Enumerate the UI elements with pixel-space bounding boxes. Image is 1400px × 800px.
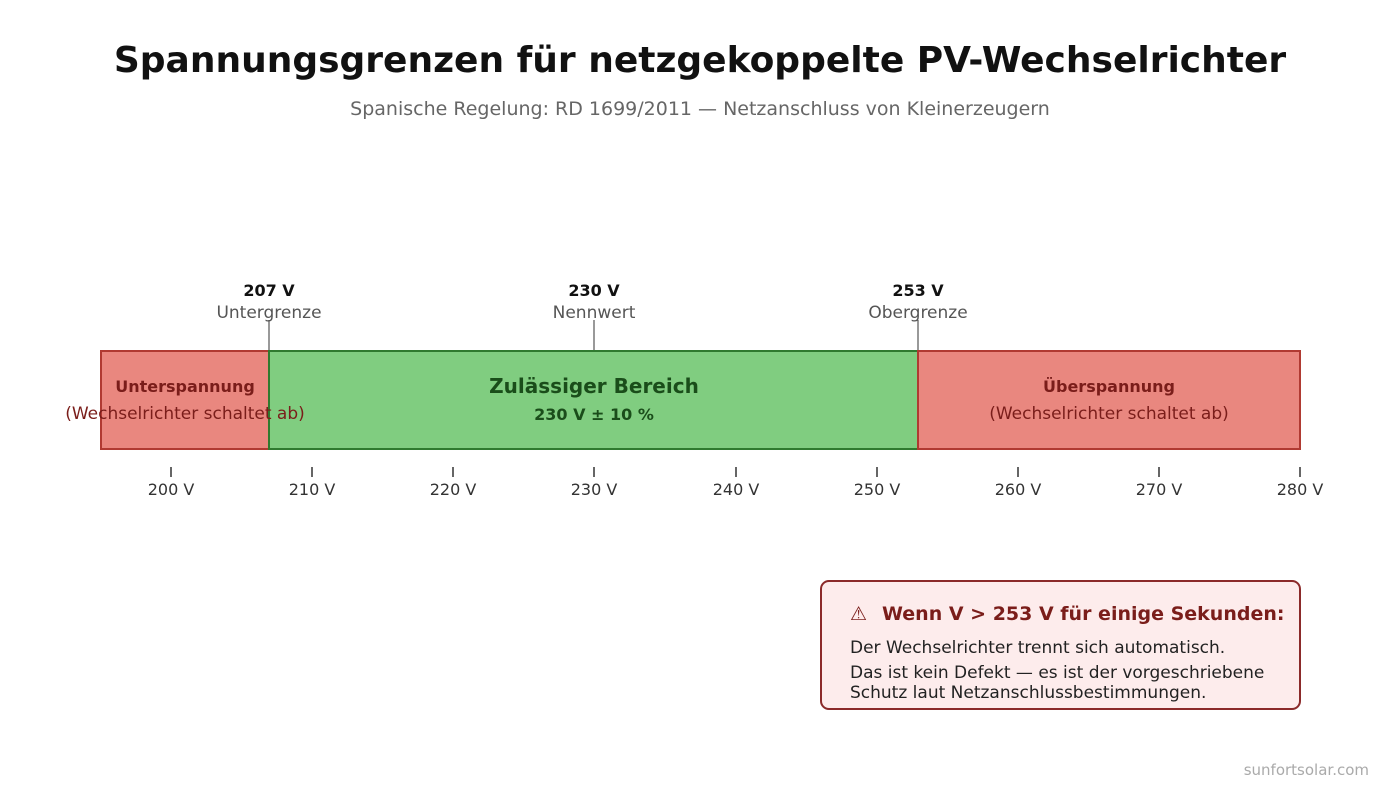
warning-line-3: Schutz laut Netzanschlussbestimmungen.: [850, 683, 1206, 703]
warning-box: ⚠ Wenn V > 253 V für einige Sekunden: De…: [820, 580, 1301, 710]
axis-tick-label: 210 V: [289, 480, 336, 499]
zone-overvoltage: [917, 350, 1301, 450]
marker-value-nominal: 230 V: [568, 281, 620, 300]
warning-triangle-icon: ⚠: [850, 603, 867, 625]
warning-title: Wenn V > 253 V für einige Sekunden:: [882, 603, 1284, 625]
zone-undervoltage: [100, 350, 270, 450]
zone-over-title: Überspannung: [1043, 377, 1175, 396]
marker-value-lower: 207 V: [243, 281, 295, 300]
axis-tick-label: 240 V: [713, 480, 760, 499]
axis-tick-label: 280 V: [1277, 480, 1324, 499]
zone-allowed: [268, 350, 919, 450]
axis-tick-label: 200 V: [148, 480, 195, 499]
axis-tick-label: 220 V: [430, 480, 477, 499]
axis-tick-label: 270 V: [1136, 480, 1183, 499]
warning-line-2: Das ist kein Defekt — es ist der vorgesc…: [850, 663, 1264, 683]
warning-box-background: [820, 580, 1301, 710]
zone-allowed-title: Zulässiger Bereich: [489, 374, 699, 398]
warning-line-1: Der Wechselrichter trennt sich automatis…: [850, 638, 1225, 658]
zone-over-subtitle: (Wechselrichter schaltet ab): [989, 404, 1229, 424]
zone-under-title: Unterspannung: [115, 377, 255, 396]
zone-under-subtitle: (Wechselrichter schaltet ab): [65, 404, 305, 424]
marker-label-upper: Obergrenze: [868, 303, 967, 323]
axis-tick-label: 260 V: [995, 480, 1042, 499]
axis-tick-label: 230 V: [571, 480, 618, 499]
page-subtitle: Spanische Regelung: RD 1699/2011 — Netza…: [350, 98, 1050, 120]
axis-ticks: [170, 467, 1301, 477]
marker-label-nominal: Nennwert: [553, 303, 636, 323]
marker-value-upper: 253 V: [892, 281, 944, 300]
footer-source: sunfortsolar.com: [1243, 761, 1369, 779]
marker-label-lower: Untergrenze: [216, 303, 321, 323]
zone-allowed-subtitle: 230 V ± 10 %: [534, 405, 654, 424]
page-title: Spannungsgrenzen für netzgekoppelte PV-W…: [113, 40, 1287, 81]
axis-tick-label: 250 V: [854, 480, 901, 499]
